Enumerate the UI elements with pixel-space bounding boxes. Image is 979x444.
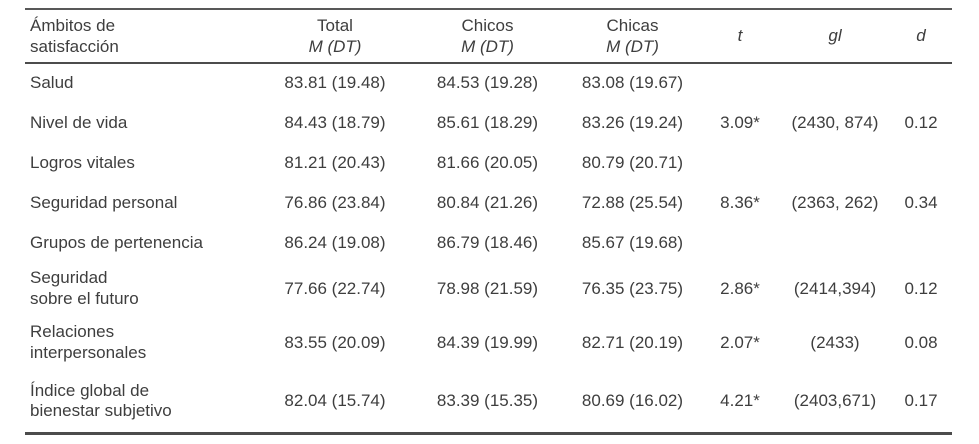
cell-chicas: 83.08 (19.67): [581, 73, 684, 93]
table-row-grupos-de-pertenencia: Grupos de pertenencia 86.24 (19.08) 86.7…: [25, 223, 952, 263]
row-label: Logros vitales: [30, 152, 135, 172]
col-header-total-mdt: M (DT): [308, 37, 362, 56]
cell-gl: (2433): [810, 332, 860, 352]
table-row-nivel-de-vida: Nivel de vida 84.43 (18.79) 85.61 (18.29…: [25, 103, 952, 143]
cell-d: 0.34: [904, 192, 938, 212]
cell-gl: [780, 223, 890, 263]
row-label-line1: Seguridad: [30, 268, 108, 288]
cell-label: Nivel de vida: [25, 103, 260, 143]
row-label-line1: Relaciones: [30, 322, 115, 342]
row-label-line1: Índice global de: [30, 380, 150, 400]
col-header-gl: gl: [780, 9, 890, 64]
cell-label: Grupos de pertenencia: [25, 223, 260, 263]
cell-gl: [780, 63, 890, 103]
cell-chicos: 86.79 (18.46): [436, 232, 539, 252]
row-label: Grupos de pertenencia: [30, 232, 203, 252]
cell-label: Relaciones interpersonales: [25, 315, 260, 371]
cell-gl: (2403,671): [793, 390, 877, 410]
cell-chicas: 72.88 (25.54): [581, 192, 684, 212]
cell-total: 83.81 (19.48): [284, 73, 386, 93]
table-row-seguridad-sobre-el-futuro: Seguridad sobre el futuro 77.66 (22.74) …: [25, 263, 952, 315]
cell-d: 0.08: [904, 332, 938, 352]
cell-t: [700, 223, 780, 263]
cell-d: 0.17: [904, 390, 938, 410]
cell-gl: [780, 143, 890, 183]
col-header-chicos: Chicos M (DT): [410, 9, 565, 64]
cell-d: 0.12: [904, 278, 938, 298]
row-label-line2: bienestar subjetivo: [30, 401, 172, 421]
cell-d: 0.12: [904, 112, 938, 132]
cell-chicos: 81.66 (20.05): [436, 152, 539, 172]
col-header-ambitos: Ámbitos de satisfacción: [25, 9, 260, 64]
cell-gl: (2414,394): [793, 278, 877, 298]
cell-d: [890, 223, 952, 263]
col-header-chicos-mdt: M (DT): [461, 37, 514, 56]
col-header-chicas-label: Chicas: [606, 15, 659, 35]
row-label: Nivel de vida: [30, 112, 128, 132]
cell-chicos: 83.39 (15.35): [436, 390, 539, 410]
cell-chicas: 83.26 (19.24): [581, 112, 684, 132]
cell-total: 77.66 (22.74): [284, 278, 386, 298]
cell-label: Índice global de bienestar subjetivo: [25, 371, 260, 433]
cell-label: Salud: [25, 63, 260, 103]
col-header-chicos-label: Chicos: [461, 15, 514, 35]
cell-total: 76.86 (23.84): [284, 192, 386, 212]
row-label-line2: interpersonales: [30, 343, 147, 362]
cell-gl: (2363, 262): [791, 192, 879, 212]
col-header-total: Total M (DT): [260, 9, 410, 64]
cell-label: Seguridad personal: [25, 183, 260, 223]
cell-chicas: 76.35 (23.75): [581, 278, 684, 298]
cell-t: 2.86*: [720, 278, 760, 298]
col-header-total-label: Total: [317, 15, 353, 35]
table-row-salud: Salud 83.81 (19.48) 84.53 (19.28) 83.08 …: [25, 63, 952, 103]
row-label-line2: sobre el futuro: [30, 289, 139, 308]
row-label: Salud: [30, 73, 74, 93]
table-row-logros-vitales: Logros vitales 81.21 (20.43) 81.66 (20.0…: [25, 143, 952, 183]
cell-chicos: 85.61 (18.29): [436, 112, 539, 132]
cell-gl: (2430, 874): [791, 112, 879, 132]
cell-t: 8.36*: [720, 192, 760, 212]
cell-total: 81.21 (20.43): [284, 152, 386, 172]
cell-t: 2.07*: [720, 332, 760, 352]
cell-label: Seguridad sobre el futuro: [25, 263, 260, 315]
cell-chicos: 84.39 (19.99): [436, 332, 539, 352]
row-label: Seguridad personal: [30, 192, 178, 212]
cell-chicas: 85.67 (19.68): [581, 232, 684, 252]
cell-t: 3.09*: [720, 112, 760, 132]
cell-chicos: 80.84 (21.26): [436, 192, 539, 212]
col-header-d: d: [890, 9, 952, 64]
table-row-seguridad-personal: Seguridad personal 76.86 (23.84) 80.84 (…: [25, 183, 952, 223]
satisfaction-stats-table: Ámbitos de satisfacción Total M (DT) Chi…: [25, 8, 952, 435]
cell-chicas: 80.69 (16.02): [581, 390, 684, 410]
cell-chicos: 84.53 (19.28): [436, 73, 539, 93]
col-header-ambitos-line1: Ámbitos de: [30, 15, 116, 35]
cell-t: [700, 63, 780, 103]
cell-d: [890, 143, 952, 183]
cell-chicas: 80.79 (20.71): [581, 152, 684, 172]
col-header-t: t: [700, 9, 780, 64]
cell-d: [890, 63, 952, 103]
cell-chicas: 82.71 (20.19): [581, 332, 684, 352]
cell-total: 82.04 (15.74): [284, 390, 386, 410]
header-row: Ámbitos de satisfacción Total M (DT) Chi…: [25, 9, 952, 64]
cell-chicos: 78.98 (21.59): [436, 278, 539, 298]
cell-t: 4.21*: [720, 390, 760, 410]
table-row-relaciones-interpersonales: Relaciones interpersonales 83.55 (20.09)…: [25, 315, 952, 371]
cell-total: 86.24 (19.08): [284, 232, 386, 252]
cell-total: 83.55 (20.09): [284, 332, 386, 352]
cell-total: 84.43 (18.79): [284, 112, 386, 132]
cell-label: Logros vitales: [25, 143, 260, 183]
col-header-chicas-mdt: M (DT): [606, 37, 659, 56]
col-header-chicas: Chicas M (DT): [565, 9, 700, 64]
table-row-indice-global: Índice global de bienestar subjetivo 82.…: [25, 371, 952, 433]
cell-t: [700, 143, 780, 183]
col-header-ambitos-line2: satisfacción: [30, 37, 119, 56]
